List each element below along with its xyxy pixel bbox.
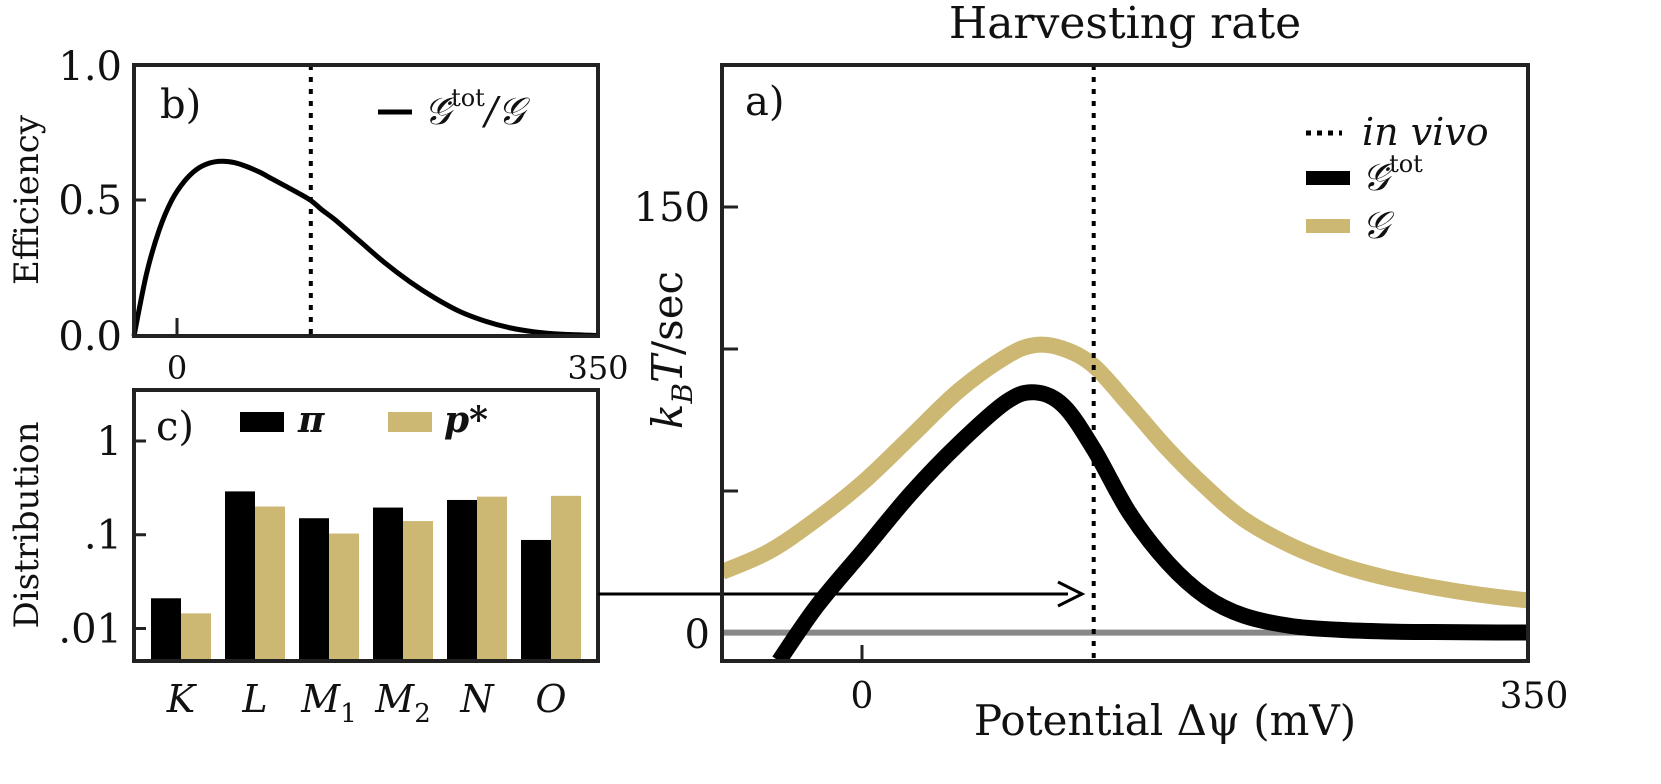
panel-c-ylabel: Distribution — [7, 422, 47, 629]
panel-c-xtick-label-M1: M1 — [300, 677, 356, 729]
panel-b-xtick-label-0: 0 — [167, 349, 187, 387]
panel-a: Harvesting rate a) 150 0 0 350 Potential… — [634, 0, 1569, 745]
panel-b-ytick-label-0.5: 0.5 — [58, 178, 122, 224]
panel-a-label: a) — [745, 79, 784, 125]
panel-c-xtick-label-M2: M2 — [374, 677, 430, 729]
panel-a-title: Harvesting rate — [949, 0, 1301, 49]
panel-a-legend-label-gtot: 𝒢̇tot — [1362, 150, 1423, 199]
panel-c-xtick-label-O: O — [535, 677, 566, 721]
panel-b: b) 1.0 0.5 0.0 0 350 Efficiency 𝒢̇tot/𝒢 — [7, 44, 629, 387]
panel-a-clip — [722, 65, 1528, 661]
panel-a-legend: in vivo 𝒢̇tot 𝒢 — [1306, 110, 1489, 247]
panel-c-yticks: 1 .1 .01 — [58, 419, 146, 652]
panel-c-bar-K-pi — [151, 598, 181, 661]
panel-c-xtick-labels: K L M1 M2 N O — [166, 677, 567, 729]
panel-c-bar-M1-p-star — [329, 533, 359, 661]
panel-b-series-efficiency — [131, 158, 599, 338]
panel-c-bar-K-p-star — [181, 613, 211, 661]
panel-c-bar-N-p-star — [477, 496, 507, 661]
panel-c-xtick-label-N: N — [459, 677, 495, 721]
panel-a-plot-area — [722, 65, 1528, 661]
panel-a-ytick-label-0: 0 — [685, 612, 710, 658]
panel-c-legend: π p* — [240, 399, 488, 441]
panel-c-legend-label-p-star: p* — [444, 399, 488, 441]
panel-a-ylabel: kBT/sec — [643, 271, 699, 429]
panel-a-legend-label-g: 𝒢 — [1362, 203, 1395, 247]
panel-b-legend-label: 𝒢̇tot/𝒢 — [424, 84, 531, 133]
panel-a-frame — [720, 63, 1530, 663]
panel-c-bar-L-pi — [225, 491, 255, 661]
panel-c-legend-swatch-p-star — [388, 412, 432, 432]
panel-c-bar-O-pi — [521, 539, 551, 661]
panel-c-ytick-label-0.01: .01 — [58, 606, 122, 652]
panel-c-bar-M1-pi — [299, 518, 329, 661]
panel-c-ytick-label-0.1: .1 — [84, 513, 122, 559]
panel-b-plot-area — [131, 65, 599, 338]
panel-c-bars — [151, 491, 581, 661]
panel-c-bar-O-p-star — [551, 495, 581, 661]
panel-b-ylabel: Efficiency — [7, 114, 47, 285]
panel-b-xtick-label-350: 350 — [567, 349, 628, 387]
panel-c-legend-label-pi: π — [297, 399, 325, 441]
panel-a-xtick-label-350: 350 — [1500, 676, 1569, 717]
panel-c: c) 1 .1 .01 K L M1 M2 N O Distribution π p* — [7, 388, 600, 729]
panel-b-ytick-label-0.0: 0.0 — [58, 314, 122, 360]
panel-a-series-gtot — [772, 384, 1528, 661]
panel-a-xlabel: Potential Δψ (mV) — [974, 696, 1356, 745]
panel-c-legend-swatch-pi — [240, 412, 284, 432]
panel-c-xtick-label-K: K — [166, 677, 198, 721]
panel-c-label: c) — [156, 404, 194, 450]
panel-c-frame — [132, 388, 600, 663]
panel-a-series-g — [722, 336, 1528, 609]
panel-b-label: b) — [160, 82, 201, 128]
panel-a-legend-label-in-vivo: in vivo — [1362, 110, 1489, 154]
panel-a-xtick-label-0: 0 — [851, 676, 874, 717]
panel-b-ytick-label-1.0: 1.0 — [58, 44, 122, 90]
panel-c-bar-M2-pi — [373, 507, 403, 661]
panel-c-ytick-label-1: 1 — [97, 419, 122, 465]
panel-b-legend: 𝒢̇tot/𝒢 — [378, 84, 531, 133]
panel-c-bar-N-pi — [447, 499, 477, 661]
panel-c-bar-M2-p-star — [403, 521, 433, 661]
panel-c-xtick-label-L: L — [241, 677, 267, 721]
panel-b-frame — [132, 63, 600, 338]
panel-a-ytick-label-150: 150 — [634, 185, 710, 231]
panel-c-bar-L-p-star — [255, 506, 285, 661]
